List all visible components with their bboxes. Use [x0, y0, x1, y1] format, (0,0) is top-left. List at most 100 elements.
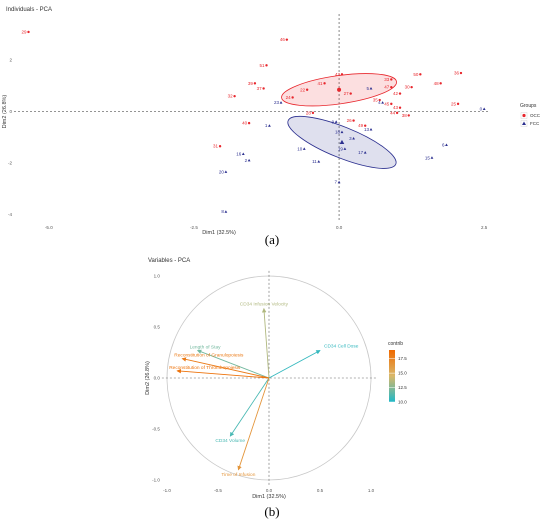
group-mean-fcc [339, 139, 345, 144]
individuals-y-axis-label: Dim2 (26.8%) [2, 95, 8, 129]
point-label: 41 [318, 81, 324, 86]
point-fcc [241, 152, 245, 155]
point-occ [218, 145, 222, 148]
point-occ [410, 85, 413, 89]
point-label: 17 [358, 150, 364, 155]
legend-label: OCC [530, 113, 541, 118]
point-occ [323, 82, 326, 85]
point-fcc [369, 86, 373, 90]
x-tick-label: 2.5 [481, 225, 488, 230]
point-label: 42 [393, 91, 399, 96]
point-fcc [302, 147, 306, 150]
point-occ [253, 82, 257, 85]
variable-arrow [268, 350, 321, 379]
legend-marker-fcc [522, 121, 526, 125]
x-tick-label: -1.0 [163, 488, 171, 493]
variable-label: CD34 Volume [215, 438, 245, 444]
variable-arrow [196, 349, 270, 379]
variables-axes [161, 270, 377, 486]
y-tick-label: 0.0 [154, 376, 161, 381]
individuals-pca-panel: Individuals - PCA 2946513937324341222724… [2, 7, 541, 236]
point-label: 43 [335, 72, 341, 77]
variable-label: Reconstitution of Thrombopoiesis [169, 365, 241, 371]
point-label: 29 [21, 29, 27, 34]
y-tick-label: -1.0 [152, 478, 160, 483]
x-tick-label: -5.0 [45, 225, 53, 230]
point-fcc [334, 120, 338, 123]
legend-title: Groups [520, 103, 537, 109]
point-fcc [343, 147, 347, 150]
variable-arrow [176, 368, 270, 379]
point-label: 7 [335, 180, 338, 185]
x-tick-label: -2.5 [190, 225, 198, 230]
point-label: 47 [384, 85, 390, 90]
point-fcc [247, 158, 251, 162]
point-label: 45 [384, 101, 390, 106]
point-label: 43 [393, 105, 399, 110]
point-label: 3 [349, 136, 352, 141]
point-label: 22 [300, 87, 306, 92]
point-occ [311, 111, 315, 115]
legend-label: FCC [530, 121, 540, 126]
point-label: 49 [358, 123, 364, 128]
colorbar-tick-label: 10.0 [398, 400, 407, 405]
variables-tick-labels: -1.0 -0.5 0.0 0.5 1.0 -1.0 -0.5 0.0 0.5 1.0 [152, 274, 374, 494]
point-occ [363, 124, 367, 127]
x-tick-label: -0.5 [214, 488, 222, 493]
point-fcc [445, 143, 448, 146]
point-fcc [340, 130, 344, 134]
y-tick-label: -4 [8, 212, 12, 217]
individuals-chart-title: Individuals - PCA [6, 7, 52, 13]
point-label: 25 [451, 101, 457, 106]
point-fcc [317, 160, 321, 163]
point-label: 24 [286, 95, 292, 100]
y-tick-label: 0.5 [154, 325, 161, 330]
y-tick-label: -0.5 [152, 427, 160, 432]
point-occ [340, 73, 344, 76]
individuals-tick-labels: -5.0 -2.5 0.0 2.5 -4 -2 0 2 [8, 58, 488, 230]
y-tick-label: 2 [9, 58, 12, 63]
point-occ [456, 102, 460, 106]
point-label: 51 [259, 63, 265, 68]
point-fcc [224, 170, 228, 173]
point-label: 38 [402, 113, 408, 118]
x-tick-label: 1.0 [368, 488, 375, 493]
point-occ [378, 98, 381, 102]
point-fcc [363, 151, 367, 154]
group-mean-occ [337, 87, 342, 92]
point-label: 15 [425, 155, 431, 160]
point-occ [291, 96, 294, 99]
point-label: 44 [390, 110, 396, 115]
point-label: 48 [434, 81, 440, 86]
colorbar-tick-label: 17.5 [398, 356, 407, 361]
point-label: 11 [312, 159, 317, 164]
point-label: 16 [236, 151, 242, 156]
y-tick-label: 0 [9, 109, 12, 114]
x-tick-label: 0.0 [336, 225, 343, 230]
point-occ [349, 92, 352, 95]
point-occ [390, 78, 393, 81]
legend-marker-occ [522, 113, 526, 118]
colorbar-tick-label: 15.0 [398, 371, 407, 376]
point-occ [398, 92, 402, 95]
y-tick-label: 1.0 [154, 274, 161, 279]
variable-label: CD34 Infusion Velocity [240, 302, 289, 308]
point-label: 5 [366, 86, 369, 91]
point-label: 20 [219, 169, 225, 174]
point-label: 35 [373, 98, 379, 103]
point-label: 2 [245, 158, 248, 163]
point-label: 36 [454, 71, 460, 76]
point-label: 4 [378, 100, 381, 105]
point-fcc [381, 101, 385, 104]
variable-label: CD34 Cell Dose [324, 343, 359, 349]
variables-pca-panel: Variables - PCA CD34 Infusion VelocityCD… [145, 258, 407, 500]
point-label: 33 [384, 77, 390, 82]
point-occ [233, 94, 236, 98]
point-occ [395, 111, 399, 115]
individuals-x-axis-label: Dim1 (32.5%) [202, 230, 236, 236]
point-label: 28 [306, 110, 312, 115]
point-occ [285, 38, 289, 41]
point-occ [390, 102, 393, 106]
point-fcc [430, 156, 434, 159]
